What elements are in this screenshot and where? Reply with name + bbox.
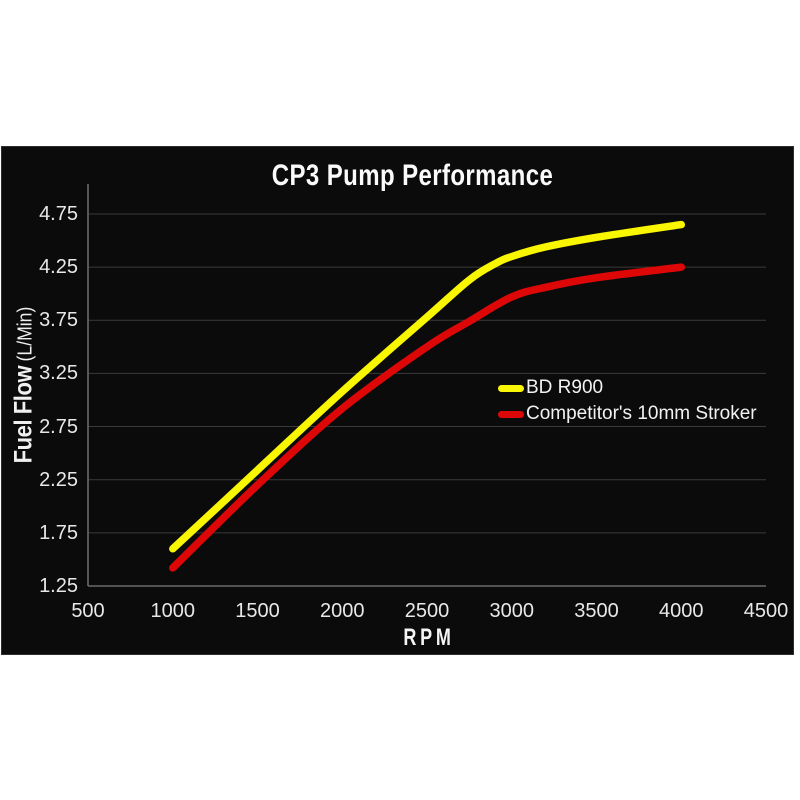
x-tick-label-3000: 3000 [489,600,535,622]
legend-label-bd-r900: BD R900 [526,377,604,398]
chart-panel: CP3 Pump Performance 1.25 1.75 2.25 2.75 3.2… [1,146,794,655]
chart-title: CP3 Pump Performance [271,159,554,192]
y-axis-label-text: Fuel Flow [9,365,38,464]
y-tick-label-2.25: 2.25 [39,468,78,491]
x-axis-label: RPM [403,624,455,651]
y-tick-label-4.75: 4.75 [39,202,78,225]
x-tick-label-1000: 1000 [150,600,196,622]
y-tick-label-1.75: 1.75 [39,521,78,544]
y-axis-label-units: (L/Min) [14,306,37,362]
y-tick-label-1.25: 1.25 [39,575,78,597]
legend: BD R900 Competitor's 10mm Stroker [498,375,757,427]
legend-item-competitor: Competitor's 10mm Stroker [498,401,757,427]
x-tick-label-500: 500 [71,600,105,622]
series-line-bd-r900 [169,220,686,553]
y-tick-label-3.25: 3.25 [39,362,78,385]
x-tick-label-2000: 2000 [320,600,365,622]
y-tick-label-3.75: 3.75 [39,309,78,332]
x-tick-label-3500: 3500 [574,600,619,622]
series-line-competitor-s-10mm-stroker [169,263,686,572]
y-tick-label-4.25: 4.25 [39,256,78,279]
plot-canvas [87,184,766,587]
x-tick-label-4000: 4000 [659,600,704,622]
y-tick-label-2.75: 2.75 [39,415,78,438]
x-tick-label-2500: 2500 [404,600,450,622]
legend-label-competitor: Competitor's 10mm Stroker [526,403,757,424]
y-axis-label: Fuel Flow (L/Min) [10,307,39,464]
legend-swatch-yellow-icon [498,384,524,392]
x-tick-label-1500: 1500 [235,600,280,622]
x-tick-label-4500: 4500 [743,600,789,622]
legend-swatch-red-icon [498,410,524,418]
legend-item-bd-r900: BD R900 [498,375,757,401]
